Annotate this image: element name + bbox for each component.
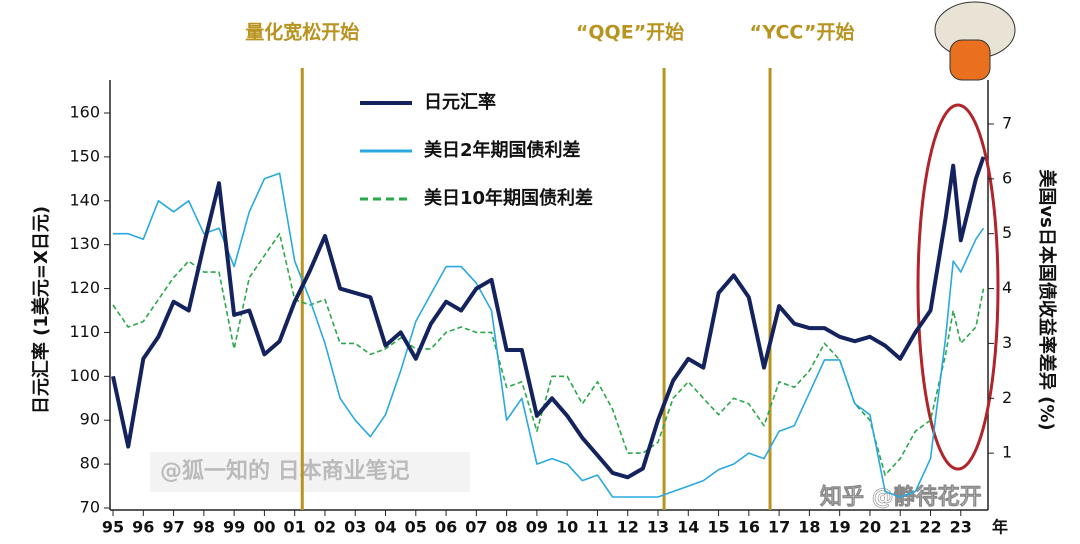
event-label: “QQE”开始 (576, 21, 684, 44)
y-tick-label: 140 (69, 190, 100, 209)
x-tick-label: 16 (738, 518, 760, 537)
legend-label: 美日10年期国债利差 (424, 187, 593, 209)
y-tick-label: 90 (80, 410, 100, 429)
event-label: “YCC”开始 (750, 21, 855, 44)
x-tick-label: 18 (798, 518, 820, 537)
x-tick-label: 15 (707, 518, 729, 537)
y2-tick-label: 7 (1002, 113, 1012, 132)
y-tick-label: 110 (69, 322, 100, 341)
x-tick-label: 06 (435, 518, 457, 537)
y-tick-label: 70 (80, 498, 100, 517)
x-tick-label: 21 (889, 518, 911, 537)
x-tick-label: 20 (859, 518, 881, 537)
y2-tick-label: 6 (1002, 168, 1012, 187)
y-tick-label: 130 (69, 234, 100, 253)
x-tick-label: 95 (102, 518, 124, 537)
x-tick-label: 17 (768, 518, 790, 537)
x-tick-label: 01 (284, 518, 306, 537)
legend-label: 日元汇率 (424, 91, 496, 113)
x-tick-label: 09 (526, 518, 548, 537)
x-tick-label: 13 (647, 518, 669, 537)
y2-tick-label: 3 (1002, 333, 1012, 352)
x-tick-label: 03 (344, 518, 366, 537)
y-tick-label: 80 (80, 454, 100, 473)
watermark: @狐一知的 日本商业笔记 (160, 458, 410, 484)
x-tick-label: 10 (556, 518, 578, 537)
x-tick-label: 04 (374, 518, 396, 537)
y2-tick-label: 4 (1002, 278, 1012, 297)
y2-tick-label: 1 (1002, 443, 1012, 462)
watermark: 知乎 @静待花开 (820, 484, 982, 510)
sticker-figure (949, 39, 991, 81)
watermark-box (150, 452, 470, 492)
y-tick-label: 120 (69, 278, 100, 297)
x-tick-label: 11 (586, 518, 608, 537)
legend-label: 美日2年期国债利差 (424, 139, 581, 161)
y-axis-title: 日元汇率 (1美元=X日元) (30, 206, 52, 414)
y-tick-label: 160 (69, 103, 100, 122)
x-axis-title: 年 (992, 518, 1008, 537)
x-tick-label: 12 (617, 518, 639, 537)
x-tick-label: 08 (495, 518, 517, 537)
y2-tick-label: 2 (1002, 388, 1012, 407)
x-tick-label: 05 (405, 518, 427, 537)
highlight-ellipse (916, 103, 1000, 471)
sticker (934, 1, 1016, 81)
x-tick-label: 97 (162, 518, 184, 537)
y2-axis-title: 美国vs日本国债收益率差异 (%) (1036, 169, 1058, 430)
series-line (113, 172, 985, 498)
x-tick-label: 22 (919, 518, 941, 537)
x-tick-label: 14 (677, 518, 699, 537)
x-tick-label: 02 (314, 518, 336, 537)
x-tick-label: 98 (193, 518, 215, 537)
event-label: 量化宽松开始 (245, 21, 359, 44)
series-line (111, 156, 986, 480)
x-tick-label: 99 (223, 518, 245, 537)
x-tick-label: 96 (132, 518, 154, 537)
y-tick-label: 150 (69, 146, 100, 165)
x-tick-label: 19 (829, 518, 851, 537)
x-tick-label: 00 (253, 518, 275, 537)
x-tick-label: 07 (465, 518, 487, 537)
y-tick-label: 100 (69, 366, 100, 385)
y2-tick-label: 5 (1002, 223, 1012, 242)
x-tick-label: 23 (950, 518, 972, 537)
